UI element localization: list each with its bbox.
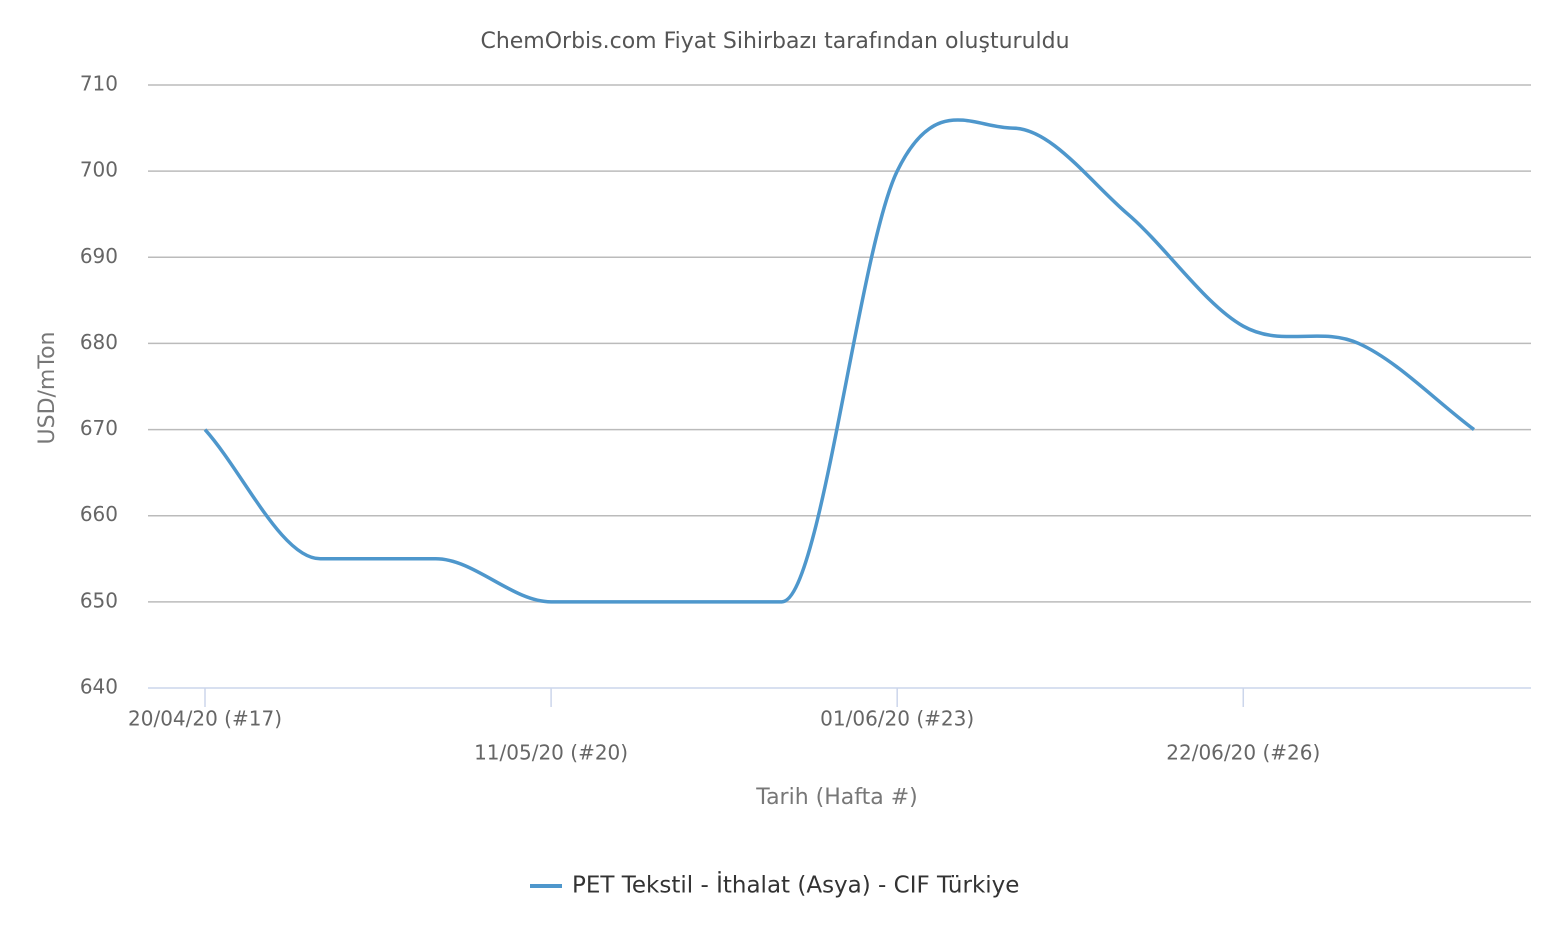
y-tick-label: 690 [80, 244, 118, 268]
series-line [203, 118, 1476, 604]
y-tick-label: 680 [80, 330, 118, 354]
y-tick-label: 700 [80, 158, 118, 182]
x-tick-label: 11/05/20 (#20) [474, 741, 628, 765]
y-tick-label: 660 [80, 502, 118, 526]
x-tick-label: 22/06/20 (#26) [1166, 741, 1320, 765]
y-tick-label: 650 [80, 588, 118, 612]
x-tick-label: 01/06/20 (#23) [820, 707, 974, 731]
y-tick-label: 710 [80, 72, 118, 96]
chart-title: ChemOrbis.com Fiyat Sihirbazı tarafından… [480, 29, 1069, 54]
y-tick-label: 640 [80, 675, 118, 699]
x-axis-label: Tarih (Hafta #) [755, 785, 917, 810]
y-axis-label: USD/mTon [35, 332, 60, 445]
y-tick-label: 670 [80, 416, 118, 440]
legend-label: PET Tekstil - İthalat (Asya) - CIF Türki… [572, 871, 1019, 899]
x-tick-label: 20/04/20 (#17) [128, 707, 282, 731]
